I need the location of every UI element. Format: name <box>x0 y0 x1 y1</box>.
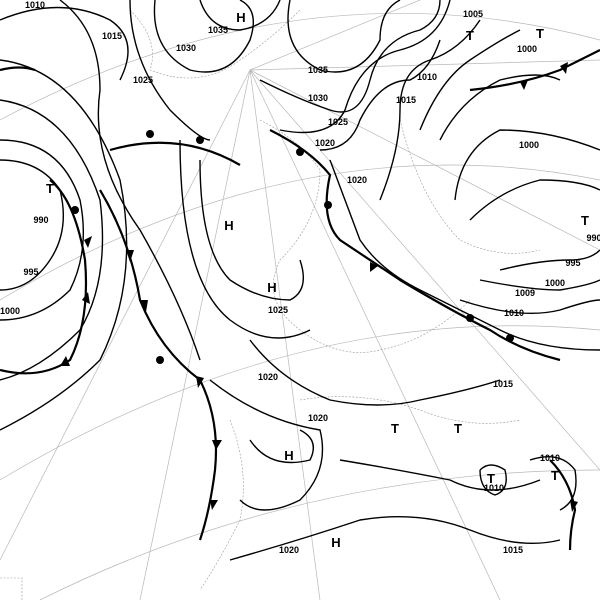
isobar-label: 1035 <box>308 65 328 75</box>
isobar-label: 1010 <box>504 308 524 318</box>
isobar-label: 1005 <box>463 9 483 19</box>
isobar-label: 1025 <box>133 75 153 85</box>
isobar-label: 1020 <box>315 138 335 148</box>
isobar-label: 1030 <box>176 43 196 53</box>
pressure-centers: H T T T H H H T T T T T H <box>46 10 589 550</box>
isobar-label: 1020 <box>347 175 367 185</box>
high-pressure-center: H <box>224 218 233 233</box>
low-pressure-center: T <box>391 421 399 436</box>
isobar-label: 1020 <box>308 413 328 423</box>
high-pressure-center: H <box>331 535 340 550</box>
isobar-label: 1015 <box>102 31 122 41</box>
isobar-labels: 1010 1015 1030 1035 1025 1035 1030 1025 … <box>0 0 600 555</box>
isobar-label: 1020 <box>258 372 278 382</box>
isobar-label: 1010 <box>540 453 560 463</box>
low-pressure-center: T <box>551 468 559 483</box>
low-pressure-center: T <box>581 213 589 228</box>
isobar-label: 990 <box>586 233 600 243</box>
low-pressure-center: T <box>466 28 474 43</box>
isobars <box>0 0 600 561</box>
low-pressure-center: T <box>46 181 54 196</box>
isobar-label: 1000 <box>517 44 537 54</box>
high-pressure-center: H <box>236 10 245 25</box>
isobar-label: 1009 <box>515 288 535 298</box>
isobar-label: 1000 <box>519 140 539 150</box>
isobar-label: 1010 <box>417 72 437 82</box>
isobar-label: 1000 <box>0 306 20 316</box>
isobar-label: 1010 <box>25 0 45 10</box>
isobar-label: 1000 <box>545 278 565 288</box>
high-pressure-center: H <box>284 448 293 463</box>
low-pressure-center: T <box>536 26 544 41</box>
low-pressure-center: T <box>487 471 495 486</box>
high-pressure-center: H <box>267 280 276 295</box>
isobar-label: 1015 <box>493 379 513 389</box>
isobar-label: 1025 <box>328 117 348 127</box>
isobar-label: 1010 <box>484 483 504 493</box>
fronts <box>0 49 600 551</box>
isobar-label: 1025 <box>268 305 288 315</box>
isobar-label: 995 <box>23 267 38 277</box>
isobar-label: 1015 <box>503 545 523 555</box>
isobar-label: 1020 <box>279 545 299 555</box>
coastlines <box>0 9 541 600</box>
isobar-label: 1015 <box>396 95 416 105</box>
isobar-label: 1035 <box>208 25 228 35</box>
isobar-label: 1030 <box>308 93 328 103</box>
low-pressure-center: T <box>454 421 462 436</box>
isobar-label: 990 <box>33 215 48 225</box>
isobar-label: 995 <box>565 258 580 268</box>
